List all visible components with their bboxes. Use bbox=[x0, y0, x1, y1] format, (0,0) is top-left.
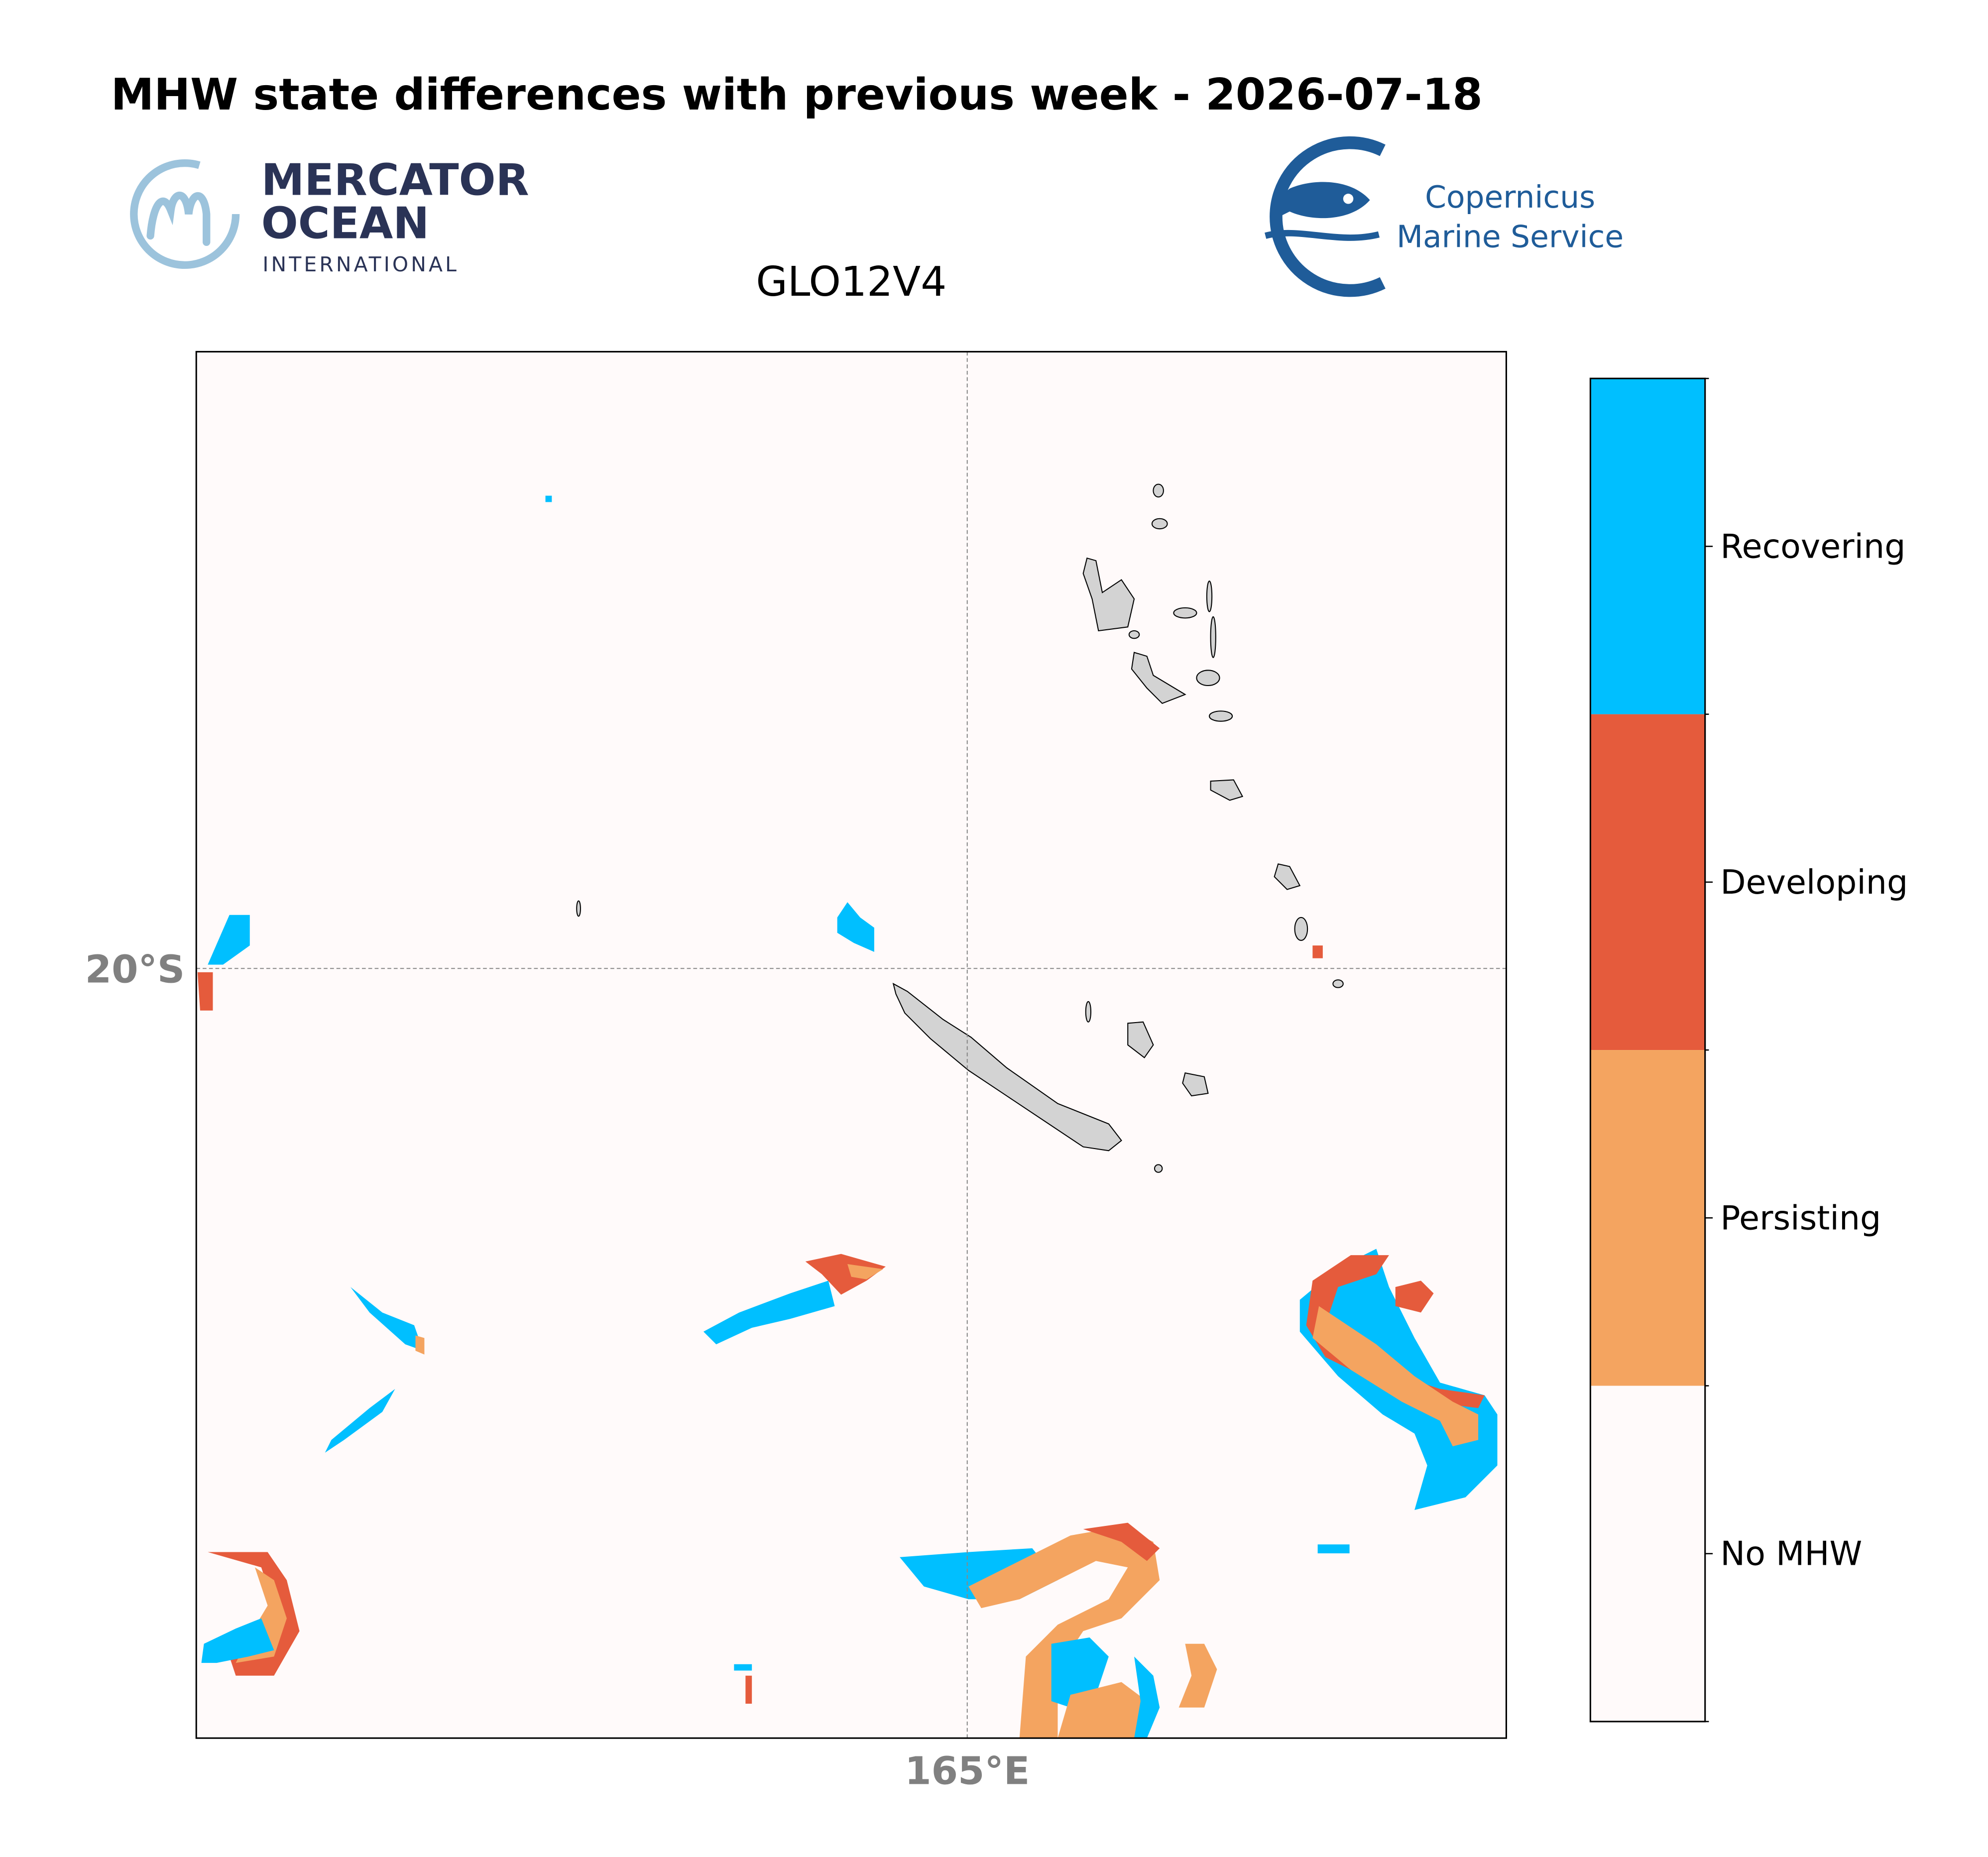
map: 20°S 165°E bbox=[85, 350, 1507, 1793]
legend-swatch bbox=[1590, 378, 1705, 714]
patch bbox=[1312, 1306, 1479, 1447]
island bbox=[1082, 557, 1135, 632]
patch bbox=[1312, 945, 1323, 958]
colorbar: Recovering Developing Persisting No MHW bbox=[1589, 377, 1908, 1723]
copernicus-logo: Copernicus Marine Service bbox=[1265, 136, 1624, 297]
island bbox=[1210, 779, 1244, 801]
island bbox=[1127, 1021, 1154, 1058]
mercator-ring bbox=[130, 159, 240, 269]
legend-label: Developing bbox=[1720, 863, 1908, 902]
fish bbox=[1274, 182, 1370, 220]
island bbox=[576, 900, 581, 917]
map-background bbox=[196, 351, 1507, 1739]
patch bbox=[745, 1675, 752, 1704]
mhw-patches bbox=[197, 495, 1498, 1739]
patch bbox=[201, 1618, 274, 1663]
island bbox=[1182, 1072, 1209, 1097]
patch bbox=[197, 972, 213, 1011]
patch bbox=[415, 1335, 425, 1355]
island bbox=[1151, 518, 1168, 530]
patch bbox=[325, 1389, 395, 1453]
logo-text: INTERNATIONAL bbox=[262, 252, 459, 276]
patch bbox=[837, 902, 874, 952]
patch bbox=[703, 1280, 835, 1345]
logo-text: MERCATOR bbox=[261, 155, 529, 206]
island bbox=[1332, 979, 1344, 988]
legend-swatch bbox=[1590, 1050, 1705, 1386]
wave bbox=[1265, 230, 1380, 241]
island bbox=[1209, 710, 1233, 722]
island bbox=[1085, 1001, 1092, 1023]
island bbox=[1210, 616, 1216, 658]
patch bbox=[1178, 1643, 1217, 1708]
subtitle: GLO12V4 bbox=[756, 258, 946, 306]
lat-label: 20°S bbox=[85, 947, 185, 992]
island bbox=[1154, 1164, 1163, 1173]
mercator-m bbox=[146, 192, 211, 246]
patch bbox=[208, 915, 250, 965]
map-frame bbox=[195, 350, 1507, 1739]
logo-text: OCEAN bbox=[261, 198, 429, 249]
island bbox=[1128, 630, 1140, 639]
patch bbox=[805, 1254, 886, 1295]
patch bbox=[350, 1287, 423, 1351]
mercator-logo: MERCATOR OCEAN INTERNATIONAL bbox=[130, 155, 529, 276]
island bbox=[1206, 580, 1213, 612]
legend-swatch bbox=[1590, 714, 1705, 1050]
island bbox=[1294, 917, 1308, 941]
logo-text: Copernicus bbox=[1425, 180, 1595, 215]
island bbox=[1131, 652, 1186, 704]
island bbox=[1196, 670, 1220, 687]
legend-label: Recovering bbox=[1720, 527, 1905, 566]
title: MHW state differences with previous week… bbox=[111, 69, 1483, 120]
lon-label: 165°E bbox=[905, 1749, 1030, 1793]
legend-label: Persisting bbox=[1720, 1198, 1881, 1237]
patch bbox=[1057, 1682, 1147, 1739]
patch bbox=[545, 495, 552, 502]
island bbox=[1153, 483, 1164, 498]
island bbox=[1173, 607, 1197, 619]
patch bbox=[734, 1664, 752, 1671]
logo-text: Marine Service bbox=[1397, 220, 1624, 255]
legend-swatch bbox=[1590, 1386, 1705, 1722]
patch bbox=[1134, 1656, 1160, 1739]
patch bbox=[968, 1526, 1160, 1739]
colorbar-frame bbox=[1589, 377, 1706, 1723]
patch bbox=[1395, 1280, 1434, 1313]
fish-eye bbox=[1343, 194, 1354, 204]
island bbox=[892, 982, 1122, 1152]
patch bbox=[1317, 1544, 1350, 1554]
legend-label: No MHW bbox=[1720, 1534, 1862, 1573]
island bbox=[1274, 863, 1301, 890]
land bbox=[576, 483, 1344, 1173]
